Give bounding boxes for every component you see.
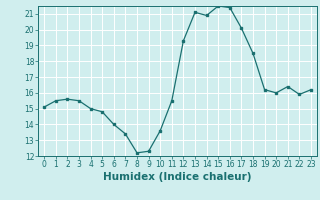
- X-axis label: Humidex (Indice chaleur): Humidex (Indice chaleur): [103, 172, 252, 182]
